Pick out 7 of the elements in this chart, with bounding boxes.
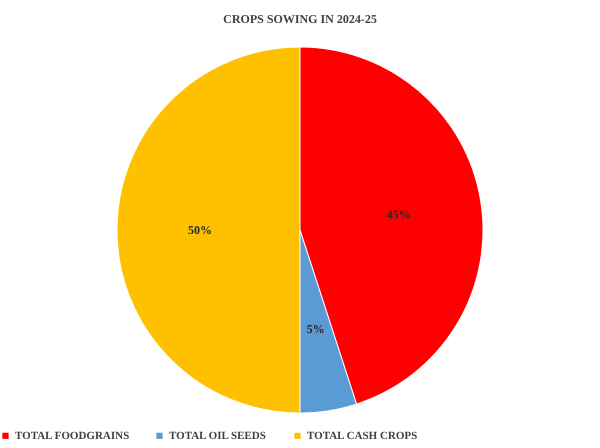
data-label: 50% bbox=[188, 223, 212, 237]
legend-label: TOTAL CASH CROPS bbox=[307, 430, 418, 442]
data-label: 5% bbox=[306, 322, 325, 336]
legend-label: TOTAL OIL SEEDS bbox=[169, 430, 266, 442]
data-label: 45% bbox=[386, 207, 411, 222]
legend-label: TOTAL FOODGRAINS bbox=[15, 430, 130, 442]
chart-title: CROPS SOWING IN 2024-25 bbox=[223, 12, 377, 26]
